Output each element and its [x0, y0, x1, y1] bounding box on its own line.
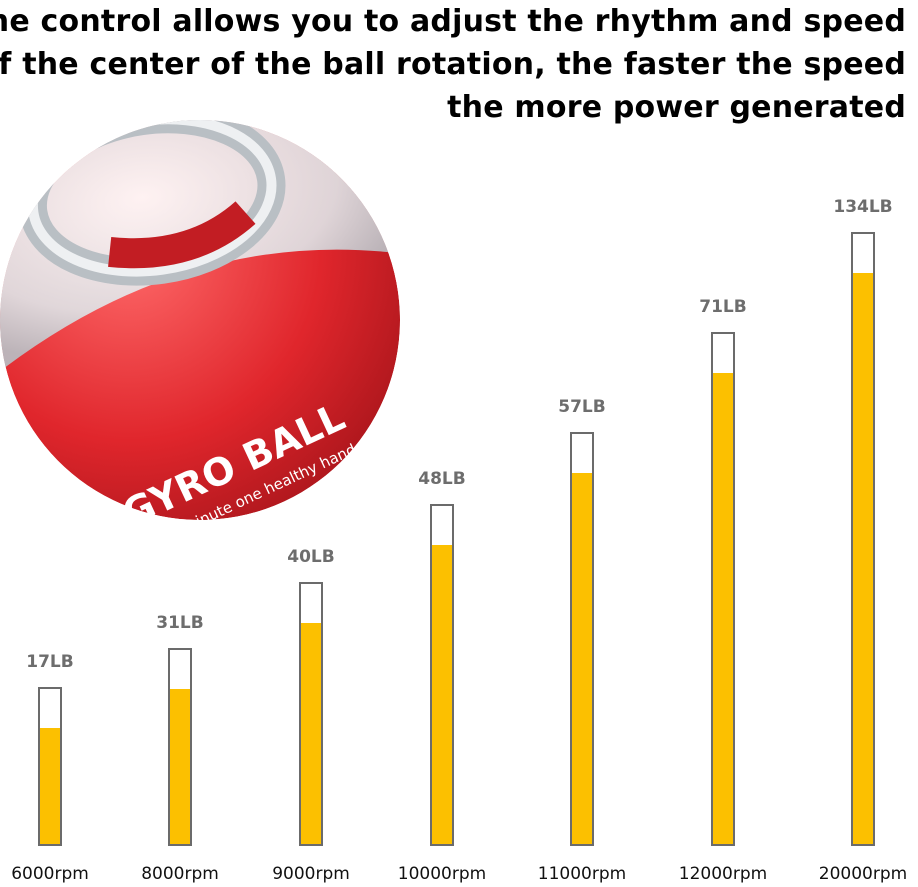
bar-fill — [169, 689, 191, 845]
bar-tube — [299, 582, 323, 846]
gyro-ball-image: GYRO BALL one minute one healthy hand — [0, 110, 400, 530]
category-label: 20000rpm — [819, 864, 907, 884]
data-label: 17LB — [26, 652, 73, 672]
data-label: 40LB — [287, 547, 334, 567]
bar-fill — [571, 473, 593, 845]
data-label: 57LB — [558, 397, 605, 417]
headline: The control allows you to adjust the rhy… — [0, 0, 906, 129]
bar-tube — [570, 432, 594, 846]
bar-tube — [38, 687, 62, 846]
bar-fill — [431, 545, 453, 845]
headline-line-3: the more power generated — [447, 90, 906, 125]
category-label: 12000rpm — [679, 864, 767, 884]
data-label: 134LB — [833, 197, 892, 217]
data-label: 31LB — [156, 613, 203, 633]
bar-tube — [711, 332, 735, 846]
bar-tube — [168, 648, 192, 846]
headline-line-1: The control allows you to adjust the rhy… — [0, 4, 906, 39]
headline-line-2: of the center of the ball rotation, the … — [0, 47, 906, 82]
bar-tube — [851, 232, 875, 846]
bar-fill — [300, 623, 322, 845]
bar-fill — [712, 373, 734, 845]
category-label: 9000rpm — [272, 864, 350, 884]
category-label: 8000rpm — [141, 864, 219, 884]
bar-fill — [39, 728, 61, 845]
category-label: 10000rpm — [398, 864, 486, 884]
bar-tube — [430, 504, 454, 846]
category-label: 11000rpm — [538, 864, 626, 884]
bar-fill — [852, 273, 874, 845]
data-label: 71LB — [699, 297, 746, 317]
data-label: 48LB — [418, 469, 465, 489]
category-label: 6000rpm — [11, 864, 89, 884]
